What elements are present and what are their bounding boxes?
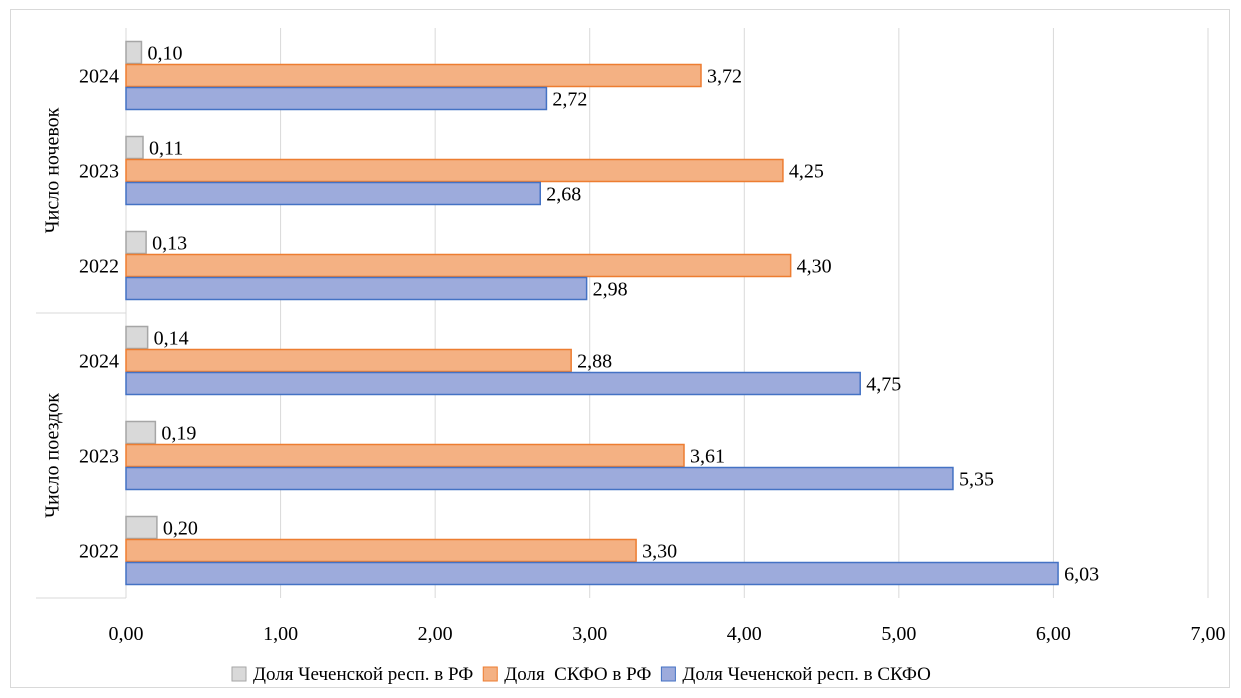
bars [125,40,1059,586]
data-label: 5,35 [959,469,994,491]
bar [125,443,685,468]
group-label: Число ночевок [42,107,64,233]
bar [125,230,147,255]
axes: 0,00 1,00 2,00 3,00 4,00 5,00 6,00 7,00 Число но… [36,28,1226,645]
bar [125,276,588,301]
data-label: 0,20 [163,518,198,540]
category-label: 2023 [79,446,119,468]
legend-swatch [482,666,498,682]
legend-entry: Доля СКФО в РФ [504,664,651,685]
x-tick-label: 0,00 [109,623,144,645]
bar [125,135,144,160]
category-label: 2022 [79,256,119,278]
data-label: 0,11 [149,138,183,160]
data-label: 0,10 [147,43,182,65]
gridlines [280,28,1209,598]
legend: Доля Чеченской респ. в РФ Доля СКФО в РФ Д… [231,664,931,685]
bar [125,538,637,563]
x-tick-label: 2,00 [418,623,453,645]
data-label: 2,72 [552,89,587,111]
bar [125,158,784,183]
category-label: 2024 [79,351,119,373]
data-label: 2,68 [546,184,581,206]
bar [125,40,143,65]
data-label: 0,13 [152,233,187,255]
data-label: 4,25 [789,161,824,183]
x-tick-label: 4,00 [727,623,762,645]
bar [125,420,157,445]
bar [125,466,954,491]
x-tick-label: 7,00 [1191,623,1226,645]
bar [125,348,572,373]
data-label: 0,14 [154,328,189,350]
legend-entry: Доля Чеченской респ. в СКФО [682,664,930,685]
bar [125,561,1059,586]
bar [125,86,548,111]
bar [125,515,158,540]
bar [125,325,149,350]
data-label: 3,30 [642,541,677,563]
legend-swatch [660,666,676,682]
x-tick-label: 5,00 [881,623,916,645]
x-tick-label: 1,00 [263,623,298,645]
category-label: 2024 [79,66,119,88]
bar [125,63,702,88]
category-label: 2022 [79,541,119,563]
data-label: 3,61 [690,446,725,468]
x-tick-label: 3,00 [572,623,607,645]
data-label: 0,19 [161,423,196,445]
chart-frame [10,9,1230,688]
data-label: 2,98 [593,279,628,301]
bar [125,253,792,278]
category-label: 2023 [79,161,119,183]
group-label: Число поездок [42,393,64,518]
data-label: 4,75 [866,374,901,396]
bar [125,371,861,396]
x-tick-label: 6,00 [1036,623,1071,645]
legend-swatch [231,666,247,682]
bar [125,181,542,206]
legend-entry: Доля Чеченской респ. в РФ [253,664,473,685]
data-labels: 0,10 3,72 2,72 0,11 4,25 2,68 0,13 4,30 2,98 0,14… [147,43,1099,586]
data-label: 4,30 [797,256,832,278]
data-label: 6,03 [1064,564,1099,586]
data-label: 3,72 [707,66,742,88]
data-label: 2,88 [577,351,612,373]
